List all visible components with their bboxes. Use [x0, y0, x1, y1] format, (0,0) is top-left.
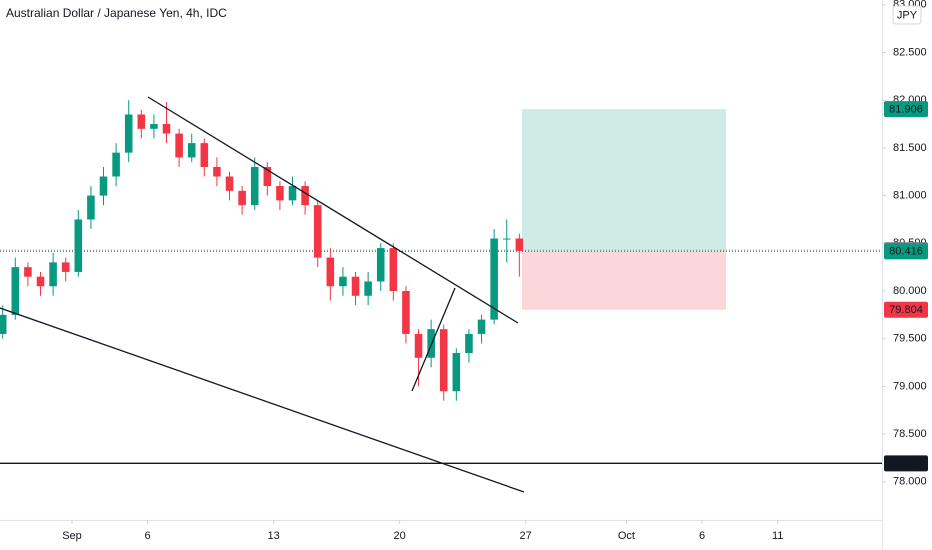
trend-line — [147, 96, 519, 324]
candles — [0, 100, 524, 401]
entry-label: 80.416 — [889, 246, 923, 258]
candle-body — [276, 186, 284, 201]
candle-body — [74, 219, 83, 272]
candle-body — [339, 276, 347, 287]
candle-body — [11, 267, 20, 315]
candle-body — [402, 291, 410, 334]
candle-body — [515, 238, 524, 251]
x-tick-label: 13 — [267, 530, 279, 542]
candle-body — [112, 152, 120, 177]
x-tick-label: 11 — [772, 530, 783, 542]
candle-body — [238, 190, 246, 206]
support-badge — [884, 455, 928, 472]
candle-body — [61, 262, 70, 272]
candle-body — [137, 114, 146, 129]
candle-body — [452, 353, 461, 392]
candle-body — [351, 276, 360, 296]
candle-body — [490, 238, 498, 320]
y-tick-label: 82.500 — [893, 46, 927, 58]
y-tick-label: 78.500 — [893, 428, 927, 440]
candle-body — [162, 124, 171, 134]
candle-body — [124, 114, 133, 153]
x-tick-label: 27 — [520, 530, 532, 542]
candle-body — [465, 333, 473, 354]
trend-line — [0, 307, 525, 493]
candle-body — [200, 143, 209, 167]
y-tick-label: 79.000 — [893, 380, 927, 392]
candle-body — [263, 166, 272, 187]
candle-body — [187, 143, 196, 158]
y-tick-label: 83.000 — [893, 0, 927, 11]
x-tick-label: Sep — [62, 530, 82, 542]
x-tick-label: 20 — [394, 530, 406, 542]
candle-body — [213, 166, 221, 177]
x-tick-label: 6 — [145, 530, 151, 542]
x-tick-label: Oct — [618, 530, 635, 542]
candle-body — [250, 166, 259, 206]
candle-body — [225, 176, 234, 191]
candle-body — [326, 257, 335, 287]
candle-body — [477, 319, 486, 334]
profit-zone — [522, 109, 726, 252]
stop-badge — [884, 301, 928, 318]
candle-body — [24, 267, 32, 277]
candle-body — [439, 329, 448, 392]
loss-zone — [522, 251, 726, 310]
position-layer — [0, 109, 882, 464]
y-tick-label: 78.000 — [893, 476, 927, 488]
currency-box[interactable] — [892, 5, 922, 25]
y-tick-label: 81.000 — [893, 190, 927, 202]
candle-body — [0, 314, 7, 334]
candle-body — [175, 133, 183, 158]
support-label: 78.194 — [889, 458, 923, 470]
x-tick-label: 6 — [699, 530, 705, 542]
candle-body — [87, 195, 95, 220]
candle-body — [150, 124, 158, 129]
candle-body — [49, 262, 57, 287]
chart-title: Australian Dollar / Japanese Yen, 4h, ID… — [6, 6, 227, 20]
y-tick-label: 80.000 — [893, 285, 927, 297]
target-label: 81.906 — [889, 104, 923, 116]
stop-label: 79.804 — [889, 304, 923, 316]
candle-body — [301, 186, 309, 206]
trend-line — [411, 287, 456, 392]
y-tick-label: 79.500 — [893, 333, 927, 345]
target-badge — [884, 101, 928, 118]
candle-body — [99, 176, 108, 196]
candle-body — [389, 248, 398, 292]
candle-body — [313, 205, 322, 258]
candle-body — [502, 238, 511, 240]
currency-label[interactable]: JPY — [897, 9, 918, 21]
candle-body — [364, 281, 372, 296]
candle-body — [36, 276, 45, 287]
y-tick-label: 81.500 — [893, 142, 927, 154]
candle-body — [376, 248, 385, 282]
candle-body — [288, 186, 297, 201]
axis-labels: 78.00078.50079.00079.50080.00080.50081.0… — [62, 0, 928, 542]
entry-badge — [884, 243, 928, 260]
candle-body — [414, 333, 423, 358]
